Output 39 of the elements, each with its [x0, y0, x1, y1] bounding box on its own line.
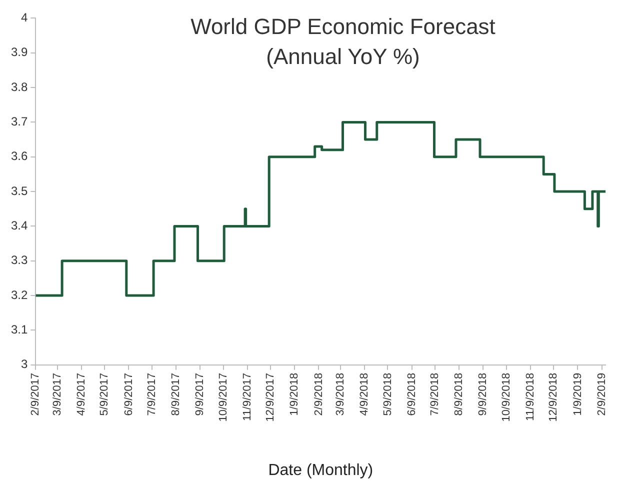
- x-tick-label: 8/9/2017: [170, 372, 182, 416]
- x-tick-label: 4/9/2017: [75, 372, 88, 416]
- x-tick-label: 3/9/2018: [334, 372, 346, 416]
- x-tick-label: 7/9/2018: [429, 372, 442, 416]
- x-tick-label: 7/9/2017: [146, 372, 158, 416]
- x-tick-label: 2/9/2017: [30, 372, 42, 416]
- y-tick-label: 3.1: [10, 322, 28, 337]
- x-tick-label: 12/9/2017: [264, 372, 277, 422]
- x-tick-label: 12/9/2018: [548, 372, 560, 422]
- x-tick-label: 2/9/2019: [596, 372, 608, 416]
- y-tick-label: 3.8: [10, 80, 28, 94]
- x-tick-label: 5/9/2017: [98, 372, 111, 416]
- y-tick-label: 4: [20, 10, 28, 25]
- text: (Annual YoY %): [265, 43, 421, 71]
- y-tick-label: 3.4: [10, 218, 28, 233]
- x-tick-label: 11/9/2017: [241, 372, 254, 421]
- x-tick-label: 1/9/2019: [572, 372, 584, 416]
- x-axis-title: Date (Monthly): [268, 462, 374, 479]
- y-tick-label: 3.9: [10, 45, 28, 60]
- x-tick-label: 11/9/2018: [524, 372, 536, 421]
- x-tick-label: 10/9/2018: [500, 372, 512, 422]
- chart-title: World GDP Economic Forecast: [190, 13, 496, 41]
- x-tick-label: 6/9/2018: [406, 372, 418, 416]
- x-tick-label: 3/9/2017: [51, 372, 64, 416]
- x-tick-label: 8/9/2018: [453, 372, 466, 416]
- x-tick-label: 6/9/2017: [122, 372, 135, 416]
- x-tick-label: 1/9/2018: [288, 372, 301, 416]
- y-tick-label: 3.5: [10, 184, 28, 198]
- y-tick-label: 3: [20, 357, 28, 372]
- y-tick-label: 3.2: [10, 288, 28, 302]
- x-tick-label: 2/9/2018: [312, 372, 325, 416]
- x-tick-label: 9/9/2017: [194, 372, 206, 416]
- x-tick-label: 9/9/2018: [477, 372, 490, 416]
- x-tick-label: 10/9/2017: [217, 372, 230, 422]
- x-tick-label: 5/9/2018: [382, 372, 394, 416]
- y-tick-label: 3.3: [10, 253, 28, 268]
- y-tick-label: 3.6: [10, 149, 28, 164]
- y-tick-label: 3.7: [10, 114, 28, 129]
- x-tick-label: 4/9/2018: [358, 372, 371, 416]
